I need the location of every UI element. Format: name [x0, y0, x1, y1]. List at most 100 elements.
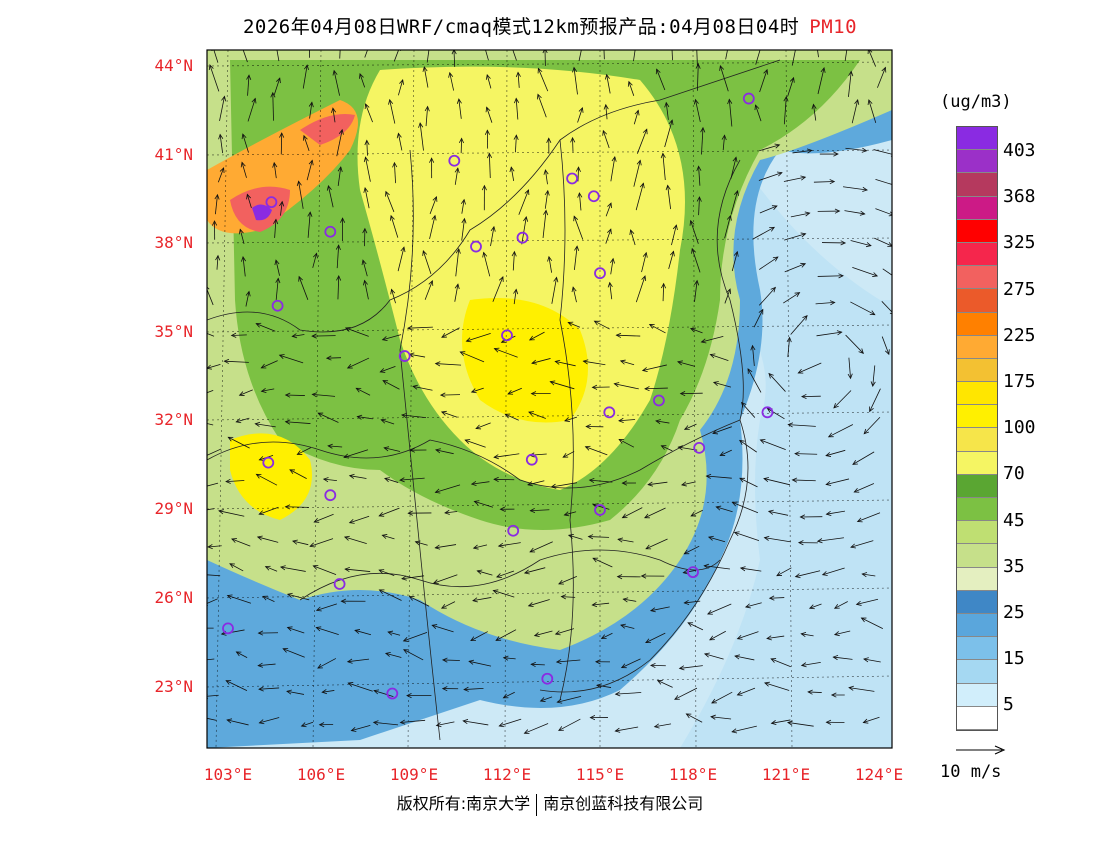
- wind-vector-head: [414, 540, 421, 546]
- lat-label: 38°N: [154, 233, 193, 252]
- wind-vector-head: [225, 680, 232, 685]
- wind-vector: [274, 219, 277, 238]
- wind-vector-head: [435, 722, 442, 728]
- wind-vector-head: [273, 218, 279, 225]
- wind-vector: [706, 475, 732, 479]
- lon-label: 115°E: [575, 765, 625, 784]
- wind-vector-head: [276, 77, 281, 84]
- wind-vector: [490, 226, 495, 247]
- wind-vector-head: [825, 481, 832, 486]
- wind-vector: [464, 687, 484, 690]
- wind-vector: [381, 419, 395, 425]
- wind-vector-head: [829, 179, 836, 185]
- wind-vector: [861, 617, 884, 629]
- wind-vector-head: [307, 40, 311, 45]
- wind-vector-head: [257, 630, 264, 636]
- wind-vector-head: [862, 186, 868, 192]
- wind-vector-head: [660, 152, 666, 159]
- wind-vector: [826, 478, 850, 485]
- wind-vector: [795, 570, 821, 578]
- wind-vector: [730, 157, 737, 179]
- wind-vector-head: [238, 391, 245, 396]
- wind-vector-head: [226, 594, 233, 600]
- wind-vector: [365, 103, 373, 123]
- wind-vector: [496, 570, 515, 578]
- colorbar-swatch: [957, 474, 997, 498]
- wind-vector: [336, 129, 343, 157]
- wind-vector-head: [258, 456, 265, 461]
- wind-vector-head: [575, 166, 581, 172]
- wind-vector: [207, 390, 214, 394]
- wind-vector: [344, 536, 367, 545]
- wind-vector: [461, 199, 465, 214]
- wind-vector-head: [770, 658, 777, 663]
- wind-vector: [850, 240, 872, 247]
- wind-vector-head: [387, 630, 394, 636]
- wind-vector: [316, 627, 339, 636]
- wind-vector-head: [592, 557, 599, 563]
- wind-vector: [628, 81, 635, 96]
- wind-vector-head: [347, 682, 354, 687]
- wind-vector-head: [587, 534, 594, 540]
- wind-vector: [568, 322, 581, 328]
- wind-vector-head: [399, 719, 406, 725]
- wind-vector-head: [833, 151, 839, 157]
- wind-vector-head: [848, 685, 854, 691]
- wind-vector: [213, 50, 219, 63]
- wind-vector-head: [318, 722, 325, 728]
- wind-vector-head: [529, 547, 536, 553]
- wind-vector: [881, 336, 890, 355]
- wind-vector: [429, 196, 437, 215]
- wind-vector-head: [800, 632, 807, 638]
- wind-vector: [739, 477, 758, 488]
- wind-vector-head: [300, 722, 307, 728]
- city-marker: [742, 92, 755, 105]
- wind-vector-head: [235, 418, 242, 424]
- wind-vector: [755, 50, 761, 65]
- wind-vector-head: [865, 242, 872, 248]
- wind-vector-head: [412, 384, 418, 390]
- wind-vector: [292, 540, 309, 546]
- wind-vector-head: [364, 139, 370, 146]
- wind-vector-head: [589, 715, 596, 721]
- wind-vector-head: [514, 97, 520, 104]
- wind-vector: [407, 326, 433, 329]
- wind-vector: [737, 631, 759, 640]
- wind-vector-head: [528, 411, 534, 416]
- wind-vector-head: [715, 505, 722, 511]
- wind-vector: [577, 107, 583, 123]
- wind-vector-head: [309, 542, 316, 548]
- wind-vector: [732, 725, 757, 733]
- wind-vector-head: [337, 166, 343, 172]
- wind-vector-head: [712, 381, 719, 386]
- wind-vector-head: [833, 631, 840, 637]
- wind-vector-head: [315, 606, 322, 612]
- wind-vector: [822, 567, 845, 576]
- wind-vector-head: [768, 595, 775, 601]
- wind-vector-head: [655, 419, 661, 425]
- wind-vector: [228, 436, 250, 449]
- wind-vector: [373, 690, 394, 697]
- wind-vector: [401, 414, 427, 419]
- wind-vector-head: [262, 595, 268, 601]
- reference-vector-label: 10 m/s: [940, 762, 1002, 782]
- wind-vector-head: [787, 720, 793, 726]
- wind-vector: [648, 481, 668, 486]
- wind-vector: [366, 140, 368, 156]
- wind-vector: [534, 630, 553, 637]
- wind-vector-head: [439, 392, 446, 398]
- wind-vector: [690, 220, 699, 244]
- wind-vector: [510, 167, 515, 182]
- wind-vector-head: [344, 327, 351, 332]
- wind-vector-head: [768, 372, 774, 379]
- wind-vector-head: [327, 443, 333, 449]
- wind-vector-head: [634, 109, 640, 116]
- wind-vector: [280, 566, 306, 572]
- wind-vector: [873, 149, 892, 155]
- wind-vector-head: [399, 78, 404, 85]
- wind-vector: [419, 122, 424, 151]
- title-pollutant: PM10: [809, 16, 858, 38]
- city-marker: [507, 524, 520, 537]
- wind-vector-head: [572, 66, 578, 73]
- wind-vector: [690, 328, 703, 334]
